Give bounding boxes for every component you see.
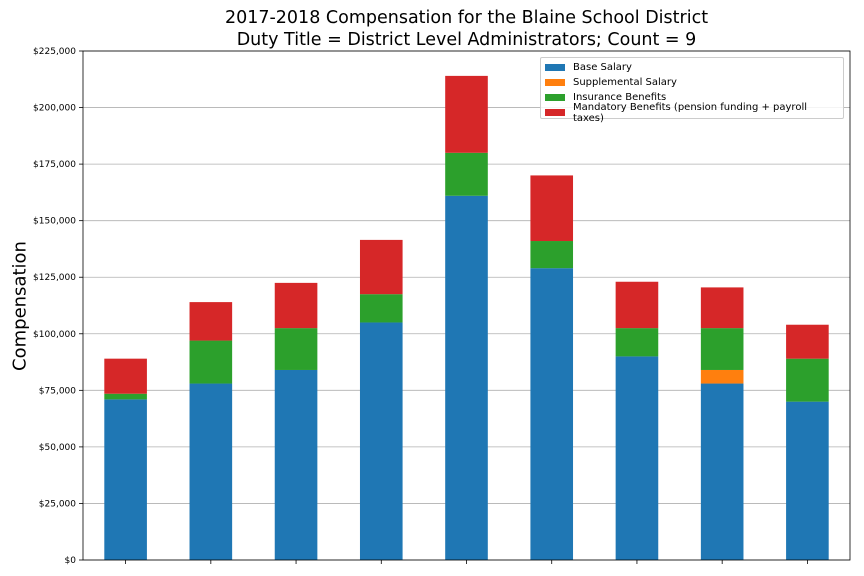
bar-1-2 bbox=[189, 383, 233, 560]
y-tick-label: $200,000 bbox=[33, 104, 76, 114]
bar-4-7 bbox=[615, 281, 659, 329]
legend-item: Supplemental Salary bbox=[545, 75, 839, 90]
bar-1-6 bbox=[530, 268, 574, 560]
bar-1-9 bbox=[786, 401, 829, 560]
y-tick-label: $175,000 bbox=[33, 160, 76, 170]
y-tick-label: $225,000 bbox=[33, 47, 76, 57]
y-tick-label: $0 bbox=[65, 556, 77, 566]
bar-3-7 bbox=[615, 328, 659, 357]
bar-1-5 bbox=[445, 195, 488, 560]
bar-4-2 bbox=[189, 302, 233, 341]
bar-1-4 bbox=[359, 322, 403, 560]
legend-swatch bbox=[545, 94, 565, 101]
bar-1-3 bbox=[274, 369, 318, 560]
y-tick-label: $100,000 bbox=[33, 330, 76, 340]
bar-3-1 bbox=[104, 393, 147, 400]
y-tick-label: $25,000 bbox=[39, 499, 76, 509]
bar-3-3 bbox=[274, 328, 318, 370]
bar-4-9 bbox=[786, 324, 829, 359]
y-tick-label: $50,000 bbox=[39, 443, 76, 453]
bar-3-8 bbox=[700, 328, 744, 370]
y-tick-label: $75,000 bbox=[39, 386, 76, 396]
y-tick-label: $150,000 bbox=[33, 217, 76, 227]
legend-swatch bbox=[545, 79, 565, 86]
legend-swatch bbox=[545, 109, 565, 116]
bar-1-7 bbox=[615, 356, 659, 560]
bar-4-5 bbox=[445, 75, 488, 153]
bar-4-8 bbox=[700, 287, 744, 329]
chart-subtitle: Duty Title = District Level Administrato… bbox=[236, 30, 697, 50]
bar-4-1 bbox=[104, 358, 147, 394]
legend-item: Mandatory Benefits (pension funding + pa… bbox=[545, 102, 839, 124]
legend-label: Supplemental Salary bbox=[573, 77, 677, 88]
legend-item: Base Salary bbox=[545, 60, 839, 75]
axes-frame bbox=[82, 50, 851, 561]
y-tick-label: $125,000 bbox=[33, 273, 76, 283]
legend-item: Insurance Benefits bbox=[545, 90, 839, 105]
legend-label: Insurance Benefits bbox=[573, 92, 667, 103]
bar-2-8 bbox=[700, 369, 744, 384]
bar-3-2 bbox=[189, 340, 233, 384]
bar-3-6 bbox=[530, 241, 574, 269]
chart-title: 2017-2018 Compensation for the Blaine Sc… bbox=[224, 8, 709, 28]
legend-swatch bbox=[545, 64, 565, 71]
bar-4-6 bbox=[530, 175, 574, 242]
legend-label: Base Salary bbox=[573, 62, 632, 73]
bar-3-4 bbox=[359, 294, 403, 323]
legend-label: Mandatory Benefits (pension funding + pa… bbox=[573, 101, 807, 124]
bar-4-4 bbox=[359, 239, 403, 295]
bar-3-9 bbox=[786, 358, 829, 402]
bar-1-8 bbox=[700, 383, 744, 560]
bar-4-3 bbox=[274, 282, 318, 329]
bar-1-1 bbox=[104, 399, 147, 560]
legend: Base Salary Supplemental Salary Insurance … bbox=[540, 57, 844, 124]
bar-3-5 bbox=[445, 152, 488, 196]
